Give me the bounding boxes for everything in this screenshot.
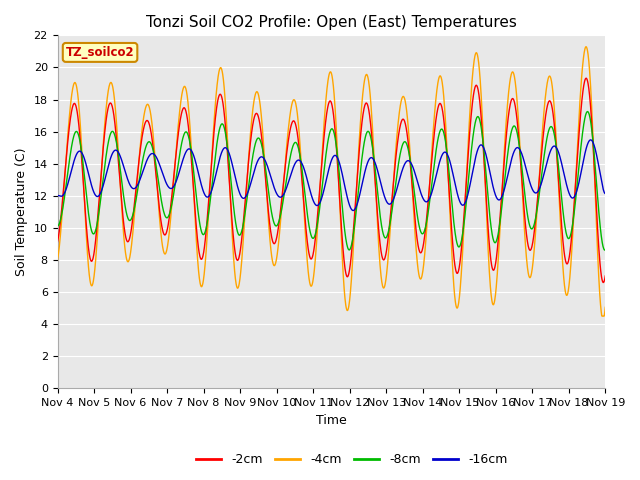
Legend: -2cm, -4cm, -8cm, -16cm: -2cm, -4cm, -8cm, -16cm [191,448,513,471]
X-axis label: Time: Time [316,414,347,427]
Title: Tonzi Soil CO2 Profile: Open (East) Temperatures: Tonzi Soil CO2 Profile: Open (East) Temp… [146,15,517,30]
Y-axis label: Soil Temperature (C): Soil Temperature (C) [15,147,28,276]
Text: TZ_soilco2: TZ_soilco2 [66,46,134,59]
